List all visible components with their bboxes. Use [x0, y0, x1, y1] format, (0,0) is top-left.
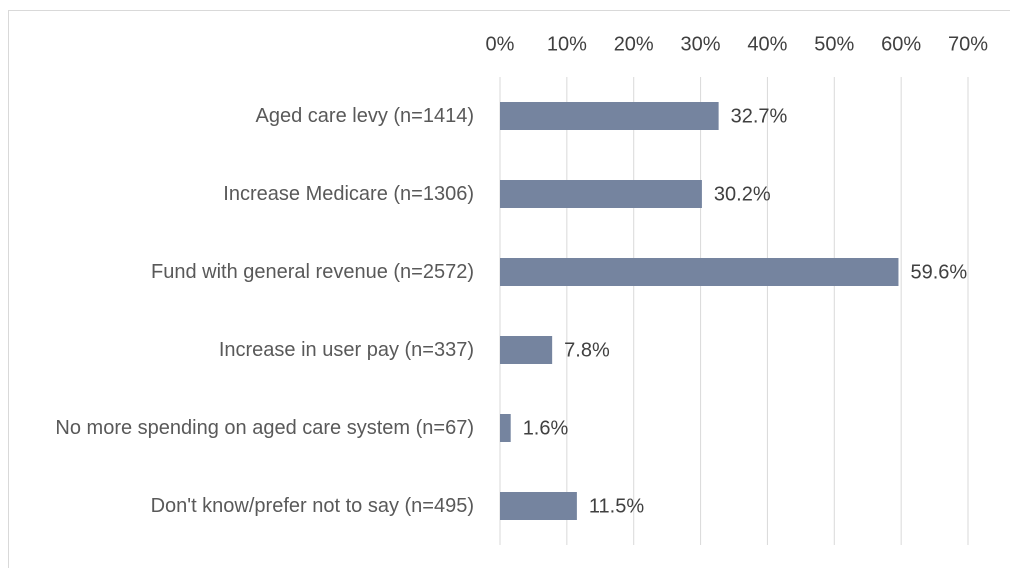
data-label: 7.8% [564, 339, 610, 361]
data-label: 32.7% [731, 105, 788, 127]
data-label: 1.6% [523, 417, 569, 439]
x-tick-label: 20% [614, 33, 654, 55]
category-text: No more spending on aged care system (n=… [55, 417, 474, 439]
bar [500, 258, 899, 286]
x-tick-label: 10% [547, 33, 587, 55]
x-tick-label: 50% [814, 33, 854, 55]
category-text: Increase in user pay (n=337) [218, 339, 474, 361]
category-text: Aged care levy (n=1414) [255, 105, 474, 127]
data-label: 11.5% [589, 495, 644, 517]
bar [500, 336, 553, 364]
category-text: Increase Medicare (n=1306) [223, 183, 474, 205]
data-label: 30.2% [714, 183, 771, 205]
bar [500, 492, 577, 520]
x-tick-label: 0% [486, 33, 515, 55]
bar [500, 414, 511, 442]
x-tick-label: 60% [881, 33, 921, 55]
category-label: Increase in user pay (n=337) [219, 336, 474, 364]
category-text: Don't know/prefer not to say (n=495) [150, 495, 474, 517]
category-label: Aged care levy (n=1414) [256, 102, 474, 130]
chart-border [8, 10, 1010, 568]
bar [500, 180, 702, 208]
bar [500, 102, 719, 130]
data-label: 59.6% [910, 261, 967, 283]
category-label: Fund with general revenue (n=2572) [151, 258, 474, 286]
category-label: Don't know/prefer not to say (n=495) [151, 492, 474, 520]
x-tick-label: 40% [747, 33, 787, 55]
category-label: Increase Medicare (n=1306) [223, 180, 474, 208]
category-label: No more spending on aged care system (n=… [55, 414, 474, 442]
x-tick-label: 70% [948, 33, 988, 55]
x-tick-label: 30% [681, 33, 721, 55]
category-text: Fund with general revenue (n=2572) [151, 261, 474, 283]
